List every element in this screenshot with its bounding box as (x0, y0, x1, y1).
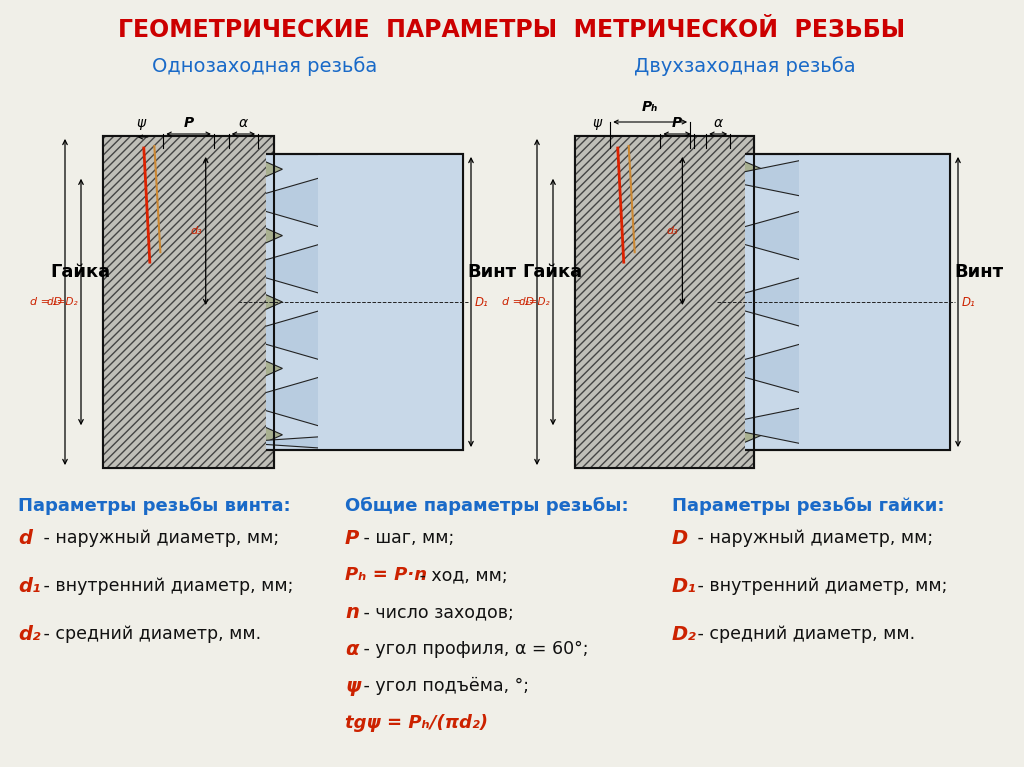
Text: - средний диаметр, мм.: - средний диаметр, мм. (38, 625, 261, 643)
Text: tgψ = Pₕ/(πd₂): tgψ = Pₕ/(πd₂) (345, 714, 488, 732)
Text: - число заходов;: - число заходов; (358, 603, 514, 621)
Text: P: P (183, 116, 194, 130)
Text: - шаг, мм;: - шаг, мм; (358, 529, 455, 547)
Polygon shape (219, 208, 283, 264)
Text: d₁: d₁ (18, 577, 41, 596)
Text: ГЕОМЕТРИЧЕСКИЕ  ПАРАМЕТРЫ  МЕТРИЧЕСКОЙ  РЕЗЬБЫ: ГЕОМЕТРИЧЕСКИЕ ПАРАМЕТРЫ МЕТРИЧЕСКОЙ РЕЗ… (119, 18, 905, 42)
Polygon shape (696, 141, 763, 197)
Text: Общие параметры резьбы:: Общие параметры резьбы: (345, 497, 629, 515)
Text: α: α (345, 640, 358, 659)
Text: d₂=D₂: d₂=D₂ (518, 297, 550, 307)
Polygon shape (713, 158, 813, 199)
Polygon shape (234, 374, 331, 430)
Text: d = D: d = D (30, 297, 62, 307)
Bar (103, 136, 266, 468)
Bar (103, 136, 274, 468)
Bar (575, 136, 745, 468)
Text: Pₕ = P·n: Pₕ = P·n (345, 566, 427, 584)
Text: ψ: ψ (345, 677, 360, 696)
Text: D₁: D₁ (962, 295, 976, 308)
Text: P: P (672, 116, 682, 130)
Text: - наружный диаметр, мм;: - наружный диаметр, мм; (38, 529, 280, 547)
Bar (575, 136, 754, 468)
Text: Гайка: Гайка (50, 263, 111, 281)
Polygon shape (234, 241, 331, 297)
Text: D₁: D₁ (475, 295, 488, 308)
Text: P: P (345, 529, 359, 548)
Text: d₂=D₂: d₂=D₂ (46, 297, 78, 307)
Text: n: n (345, 603, 358, 622)
Text: - наружный диаметр, мм;: - наружный диаметр, мм; (692, 529, 933, 547)
Text: - угол профиля, α = 60°;: - угол профиля, α = 60°; (358, 640, 589, 658)
Text: Pₕ: Pₕ (642, 100, 658, 114)
Bar (103, 136, 266, 468)
Bar (575, 136, 754, 468)
Text: - средний диаметр, мм.: - средний диаметр, мм. (692, 625, 915, 643)
Text: D₁: D₁ (672, 577, 696, 596)
Text: d₂: d₂ (18, 625, 41, 644)
Text: d₃: d₃ (667, 226, 678, 236)
Bar (318, 154, 463, 450)
Text: d₃: d₃ (190, 226, 202, 236)
Polygon shape (696, 274, 763, 330)
Bar (800, 154, 950, 450)
Polygon shape (234, 308, 331, 363)
Polygon shape (713, 208, 813, 264)
Polygon shape (696, 341, 763, 397)
Polygon shape (219, 341, 283, 397)
Polygon shape (219, 141, 283, 197)
Text: Параметры резьбы винта:: Параметры резьбы винта: (18, 497, 291, 515)
Bar (103, 136, 274, 468)
Polygon shape (234, 175, 331, 230)
Text: d: d (18, 529, 32, 548)
Text: Однозаходная резьба: Однозаходная резьба (153, 56, 378, 76)
Text: Гайка: Гайка (522, 263, 582, 281)
Text: α: α (239, 116, 248, 130)
Polygon shape (713, 406, 813, 446)
Text: Параметры резьбы гайки:: Параметры резьбы гайки: (672, 497, 944, 515)
Bar (103, 136, 274, 468)
Text: d = D: d = D (502, 297, 534, 307)
Text: - угол подъёма, °;: - угол подъёма, °; (358, 677, 529, 695)
Polygon shape (713, 274, 813, 330)
Text: ψ: ψ (136, 116, 145, 130)
Bar (575, 136, 754, 468)
Text: - внутренний диаметр, мм;: - внутренний диаметр, мм; (38, 577, 293, 595)
Text: - внутренний диаметр, мм;: - внутренний диаметр, мм; (692, 577, 947, 595)
Text: Винт: Винт (954, 263, 1004, 281)
Text: - ход, мм;: - ход, мм; (414, 566, 508, 584)
Polygon shape (219, 274, 283, 330)
Polygon shape (696, 407, 763, 463)
Text: Двухзаходная резьба: Двухзаходная резьба (634, 56, 856, 76)
Polygon shape (713, 341, 813, 397)
Bar (722, 154, 950, 450)
Bar (575, 136, 745, 468)
Polygon shape (234, 436, 331, 449)
Text: D₂: D₂ (672, 625, 696, 644)
Text: D: D (672, 529, 688, 548)
Bar (722, 154, 950, 450)
Text: Винт: Винт (467, 263, 516, 281)
Text: α: α (714, 116, 723, 130)
Polygon shape (696, 208, 763, 264)
Bar (244, 154, 463, 450)
Bar (244, 154, 463, 450)
Text: ψ: ψ (592, 116, 601, 130)
Polygon shape (219, 407, 283, 463)
